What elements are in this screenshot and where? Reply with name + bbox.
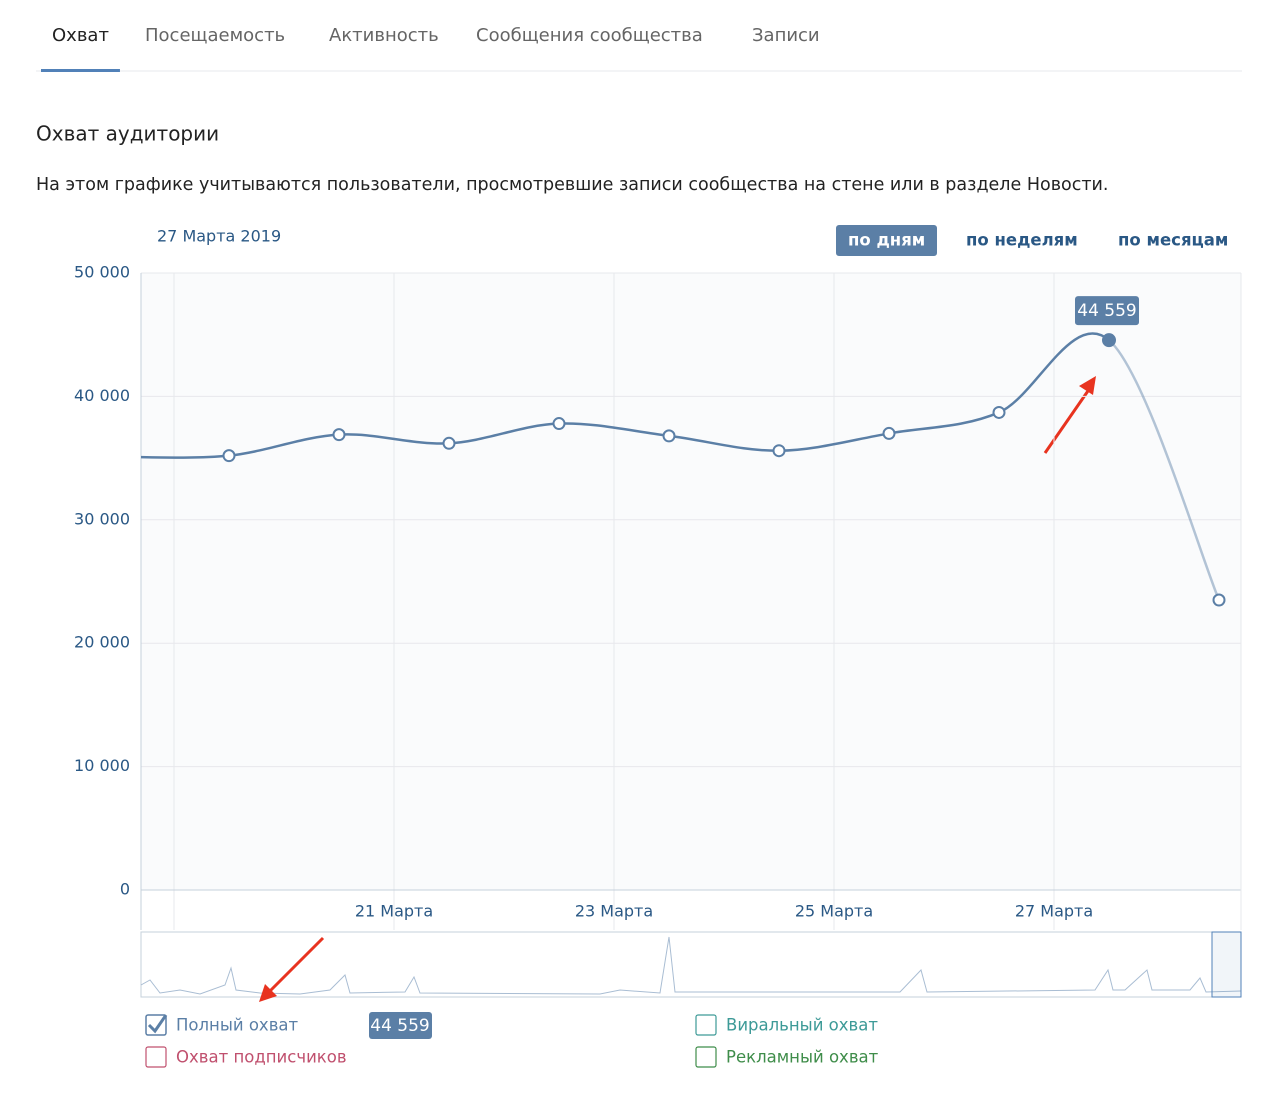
heading: Охват аудитории	[36, 122, 219, 146]
navigator[interactable]	[140, 931, 1242, 998]
point	[332, 428, 346, 442]
checkmark	[147, 1014, 168, 1034]
period-button[interactable]: по дням	[848, 231, 925, 250]
navigator-window[interactable]	[1211, 931, 1242, 998]
legend-value: 44 559	[370, 1016, 429, 1036]
legend-label[interactable]: Полный охват	[176, 1016, 299, 1035]
arrow-head	[1079, 376, 1096, 395]
y-tick-label: 20 000	[74, 633, 130, 652]
x-tick-label: 21 Марта	[355, 902, 433, 921]
legend-checkbox[interactable]	[145, 1046, 167, 1068]
navigator-sparkline	[140, 936, 1242, 995]
chart-subtitle: 27 Марта 2019	[157, 227, 281, 246]
y-tick-label: 50 000	[74, 263, 130, 282]
period-button[interactable]: по неделям	[966, 231, 1078, 250]
legend-label[interactable]: Виральный охват	[726, 1016, 878, 1035]
legend-label[interactable]: Рекламный охват	[726, 1048, 879, 1067]
x-tick-label: 27 Марта	[1015, 902, 1093, 921]
point	[1102, 333, 1116, 348]
point	[662, 429, 676, 443]
point	[552, 417, 566, 431]
point	[442, 436, 456, 450]
tab[interactable]: Охват	[52, 25, 109, 46]
legend-checkbox[interactable]	[695, 1046, 717, 1068]
arrow	[266, 936, 325, 995]
tab[interactable]: Активность	[329, 25, 439, 46]
arrow	[1043, 387, 1092, 454]
tab-underline	[41, 69, 120, 72]
y-tick-label: 40 000	[74, 386, 130, 405]
y-tick-label: 0	[120, 880, 130, 899]
button-bg	[836, 225, 937, 256]
plot-area	[141, 273, 1241, 890]
period-button[interactable]: по месяцам	[1118, 231, 1228, 250]
x-tick-label: 25 Марта	[795, 902, 873, 921]
x-tick-label: 23 Марта	[575, 902, 653, 921]
tooltip	[1075, 296, 1139, 326]
value-label: 44 559	[1077, 301, 1136, 321]
tab[interactable]: Записи	[752, 25, 820, 46]
point	[882, 426, 896, 440]
point	[222, 449, 236, 463]
legend-checkbox[interactable]	[695, 1014, 717, 1036]
arrow-head	[259, 984, 277, 1002]
y-tick-label: 30 000	[74, 509, 130, 528]
line	[141, 332, 1221, 601]
legend-label[interactable]: Охват подписчиков	[176, 1048, 347, 1067]
point	[772, 444, 786, 458]
tab[interactable]: Сообщения сообщества	[476, 25, 703, 46]
y-tick-label: 10 000	[74, 756, 130, 775]
point	[1212, 593, 1226, 607]
point	[992, 405, 1006, 419]
legend-badge	[369, 1012, 432, 1039]
tab[interactable]: Посещаемость	[145, 25, 285, 46]
description: На этом графике учитываются пользователи…	[36, 175, 1108, 195]
